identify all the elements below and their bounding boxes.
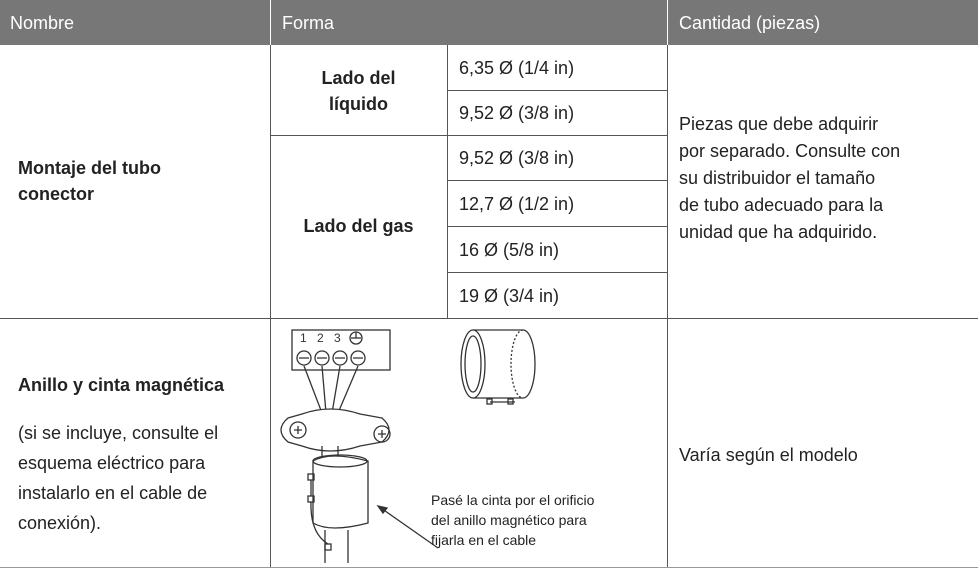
terminal-label: 2	[317, 331, 324, 345]
caption: Pasé la cinta por el orificio del anillo…	[431, 490, 594, 550]
note-line: (si se incluye, consulte el	[18, 423, 219, 443]
note-line: esquema eléctrico para	[18, 453, 206, 473]
rule	[270, 135, 667, 136]
size: 19 Ø (3/4 in)	[459, 286, 560, 306]
ground-symbol	[349, 331, 363, 345]
quantity-line: Piezas que debe adquirir	[679, 114, 879, 134]
ring-tube	[460, 329, 536, 405]
size: 9,52 Ø (3/8 in)	[459, 148, 575, 168]
screws	[296, 350, 366, 366]
size: 12,7 Ø (1/2 in)	[459, 194, 575, 214]
quantity: Varía según el modelo	[679, 445, 858, 465]
form-label: Lado del gas	[303, 216, 414, 236]
form-label-line: líquido	[329, 94, 388, 114]
form-label-line: Lado del	[321, 68, 396, 88]
header: Cantidad (piezas)	[679, 13, 821, 33]
quantity: Piezas que debe adquirir por separado. C…	[679, 111, 900, 246]
name: Montaje del tubo conector	[18, 155, 161, 207]
size: 9,52 Ø (3/8 in)	[459, 103, 575, 123]
header: Nombre	[10, 13, 75, 33]
quantity-line: por separado. Consulte con	[679, 141, 901, 161]
terminal-label: 3	[334, 331, 341, 345]
header-sep	[667, 0, 668, 45]
rule	[447, 226, 667, 227]
quantity-line: unidad que ha adquirido.	[679, 222, 878, 242]
rule	[0, 567, 978, 568]
rule	[447, 45, 448, 318]
size: 6,35 Ø (1/4 in)	[459, 58, 575, 78]
rule	[0, 318, 978, 319]
caption-line: Pasé la cinta por el orificio	[431, 492, 595, 508]
caption-line: fijarla en el cable	[431, 532, 537, 548]
note: (si se incluye, consulte el esquema eléc…	[18, 418, 218, 538]
header: Forma	[282, 13, 335, 33]
ferrite-ring	[312, 455, 369, 529]
clamp	[280, 408, 390, 452]
cable	[324, 530, 349, 563]
rule	[667, 45, 668, 567]
name-line: conector	[18, 184, 95, 204]
note-line: instalarlo en el cable de	[18, 483, 208, 503]
quantity-line: su distribuidor el tamaño	[679, 168, 876, 188]
note-line: conexión).	[18, 513, 102, 533]
rule	[447, 90, 667, 91]
diagram: 1 2 3	[280, 329, 536, 563]
wires	[303, 365, 359, 414]
header-bar	[0, 0, 978, 45]
size: 16 Ø (5/8 in)	[459, 240, 560, 260]
form-label: Lado del líquido	[270, 65, 447, 117]
tape	[310, 480, 329, 545]
caption-line: del anillo magnético para	[431, 512, 587, 528]
rule	[270, 45, 271, 567]
quantity-line: de tubo adecuado para la	[679, 195, 884, 215]
terminal-label: 1	[300, 331, 307, 345]
rule	[447, 272, 667, 273]
rule	[447, 180, 667, 181]
header-sep	[270, 0, 271, 45]
name-line: Montaje del tubo	[18, 158, 161, 178]
name: Anillo y cinta magnética	[18, 375, 225, 395]
arrow	[377, 505, 439, 549]
